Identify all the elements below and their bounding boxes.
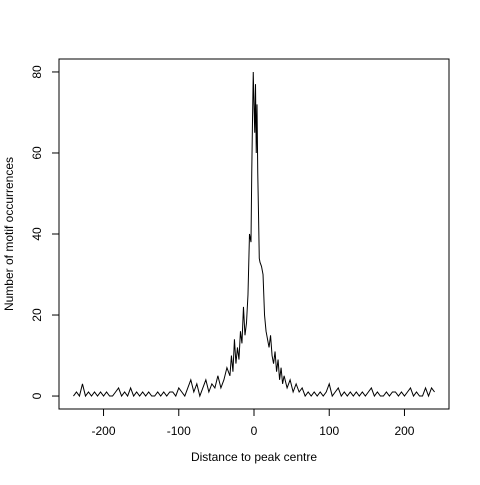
y-tick-label: 0 bbox=[30, 392, 44, 399]
x-tick-label: 200 bbox=[394, 424, 414, 438]
y-tick-label: 40 bbox=[30, 227, 44, 241]
x-tick-label: -200 bbox=[92, 424, 116, 438]
x-tick-label: 0 bbox=[251, 424, 258, 438]
y-tick-label: 60 bbox=[30, 146, 44, 160]
x-axis-label: Distance to peak centre bbox=[191, 450, 317, 464]
y-tick-label: 20 bbox=[30, 308, 44, 322]
y-tick-label: 80 bbox=[30, 65, 44, 79]
x-tick-label: 100 bbox=[319, 424, 339, 438]
y-axis-label: Number of motif occurrences bbox=[2, 157, 16, 311]
data-line bbox=[73, 71, 435, 398]
x-tick-label: -100 bbox=[167, 424, 191, 438]
